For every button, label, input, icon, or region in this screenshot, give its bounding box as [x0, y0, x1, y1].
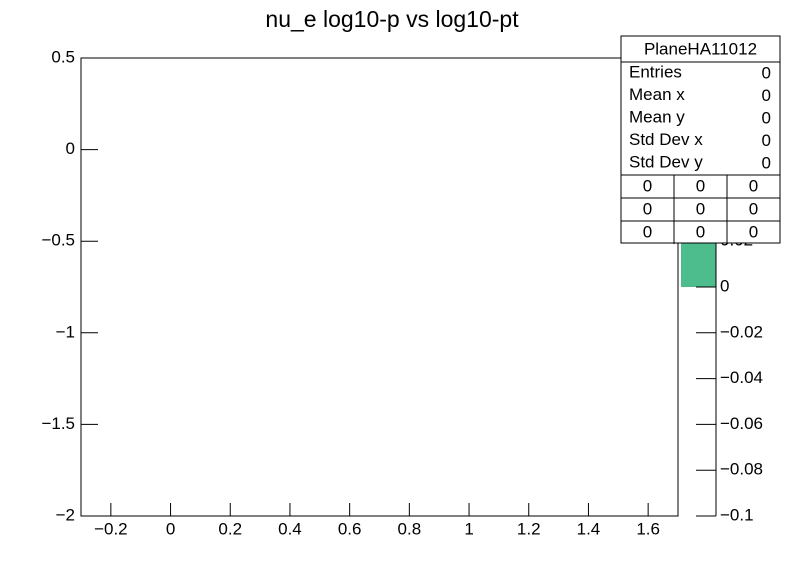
- z-tick-label: −0.06: [720, 414, 763, 433]
- x-tick-label: 1.4: [577, 519, 601, 538]
- z-tick-label: −0.04: [720, 368, 763, 387]
- stats-value: 0: [762, 131, 771, 150]
- stats-label: Std Dev x: [629, 130, 703, 149]
- x-tick-label: 0.8: [398, 519, 422, 538]
- y-tick-label: −0.5: [41, 231, 75, 250]
- x-tick-label: 0.2: [218, 519, 242, 538]
- stats-cell: 0: [749, 222, 758, 241]
- y-tick-label: 0.5: [51, 47, 75, 66]
- y-tick-label: 0: [66, 139, 75, 158]
- stats-label: Mean x: [629, 85, 685, 104]
- z-tick-label: 0: [720, 276, 729, 295]
- stats-cell: 0: [696, 176, 705, 195]
- z-tick-label: −0.08: [720, 460, 763, 479]
- palette-band: [681, 241, 716, 287]
- stats-cell: 0: [643, 176, 652, 195]
- stats-cell: 0: [643, 199, 652, 218]
- stats-box: [620, 35, 781, 244]
- z-tick-label: −0.02: [720, 322, 763, 341]
- y-tick-label: −1.5: [41, 414, 75, 433]
- stats-value: 0: [762, 153, 771, 172]
- stats-value: 0: [762, 86, 771, 105]
- stats-value: 0: [762, 108, 771, 127]
- stats-cell: 0: [643, 222, 652, 241]
- plot-frame: [80, 57, 679, 517]
- stats-label: Mean y: [629, 107, 685, 126]
- chart-title: nu_e log10-p vs log10-pt: [265, 6, 519, 32]
- x-tick-label: 0: [166, 519, 175, 538]
- y-tick-label: −2: [56, 505, 75, 524]
- stats-label: Entries: [629, 62, 682, 81]
- stats-cell: 0: [696, 222, 705, 241]
- stats-cell: 0: [749, 199, 758, 218]
- x-tick-label: 1.2: [517, 519, 541, 538]
- z-tick-label: −0.1: [720, 505, 754, 524]
- stats-title: PlaneHA11012: [644, 39, 757, 58]
- stats-cell: 0: [696, 199, 705, 218]
- y-tick-label: −1: [56, 322, 75, 341]
- stats-cell: 0: [749, 176, 758, 195]
- x-tick-label: −0.2: [94, 519, 128, 538]
- x-tick-label: 0.4: [278, 519, 302, 538]
- x-tick-label: 0.6: [338, 519, 362, 538]
- x-tick-label: 1.6: [636, 519, 660, 538]
- stats-label: Std Dev y: [629, 152, 703, 171]
- stats-value: 0: [762, 63, 771, 82]
- x-tick-label: 1: [464, 519, 473, 538]
